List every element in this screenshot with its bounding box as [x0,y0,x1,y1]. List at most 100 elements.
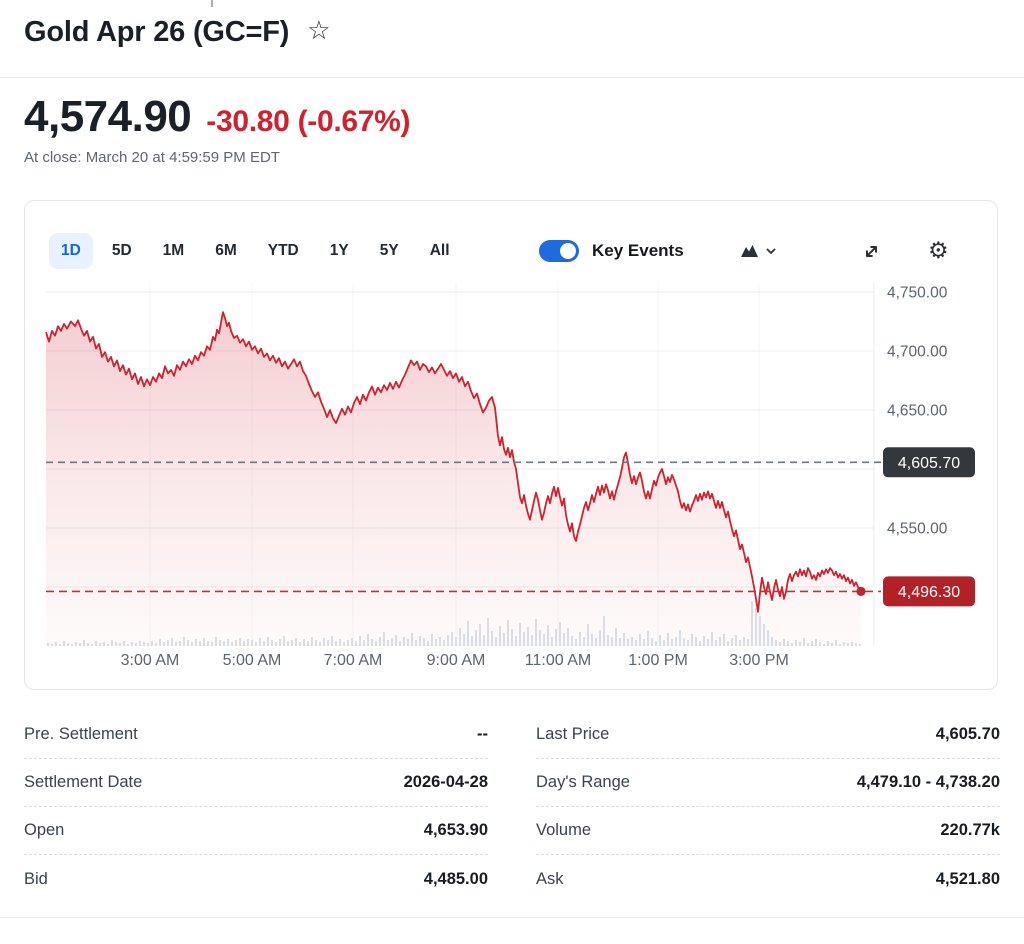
price-badge [883,576,975,607]
volume-bar [647,631,649,646]
volume-bar [247,639,249,646]
volume-bar [507,620,509,646]
x-axis-label: 3:00 AM [121,652,180,669]
range-tab-5y[interactable]: 5Y [368,233,411,269]
volume-bar [315,640,317,646]
toggle-knob [560,243,576,259]
volume-bar [363,640,365,646]
range-tab-6m[interactable]: 6M [203,233,249,269]
volume-bar [579,632,581,646]
volume-bar [831,643,833,646]
volume-bar [535,619,537,646]
volume-bar [207,641,209,646]
volume-bar [523,632,525,646]
volume-bar [547,625,549,646]
volume-bar [359,636,361,646]
chart-type-button[interactable] [741,232,776,270]
volume-bar [411,633,413,646]
volume-bar [519,623,521,646]
expand-icon [866,245,877,257]
volume-bar [483,635,485,646]
price-chart[interactable]: 4,750.00 4,700.00 4,650.00 4,550.00 4,605.70… [25,201,997,689]
volume-bar [827,641,829,646]
volume-bar [255,642,257,646]
stats-left-column: Pre. Settlement -- Settlement Date 2026-04-… [24,711,488,903]
volume-bar [687,640,689,646]
range-tab-5d[interactable]: 5D [100,233,144,269]
volume-bar [259,638,261,646]
volume-bar [287,641,289,646]
volume-bar [427,641,429,646]
volume-bar [95,641,97,646]
volume-bar [335,641,337,646]
stat-label: Pre. Settlement [24,725,138,743]
volume-bar [799,642,801,646]
volume-bar [91,644,93,646]
volume-bar [835,640,837,646]
stats-right-column: Last Price 4,605.70 Day's Range 4,479.10 - … [536,711,1000,903]
volume-bar [503,633,505,646]
volume-bar [671,639,673,646]
volume-bar [263,641,265,646]
volume-bar [431,634,433,646]
volume-bar [203,638,205,646]
volume-bar [711,632,713,646]
range-tab-1d[interactable]: 1D [49,233,93,269]
volume-bar [691,634,693,646]
volume-bar [719,637,721,646]
volume-bar [223,641,225,646]
stat-value: 4,605.70 [935,725,1000,743]
volume-bar [275,642,277,646]
key-events-toggle[interactable] [539,240,579,262]
range-tab-all[interactable]: All [418,233,462,269]
volume-bar [531,635,533,646]
settings-button[interactable]: ⚙ [928,232,949,270]
volume-bar [75,642,77,646]
volume-bar [563,633,565,646]
x-axis-label: 1:00 PM [628,652,688,669]
volume-bar [659,635,661,646]
star-icon[interactable]: ☆ [307,16,331,46]
quote-stats: Pre. Settlement -- Settlement Date 2026-04-… [24,711,1000,903]
range-tab-1m[interactable]: 1M [151,233,197,269]
range-tab-1y[interactable]: 1Y [318,233,361,269]
volume-bar [439,637,441,646]
volume-bar [179,641,181,646]
volume-bar [279,639,281,646]
volume-bar [543,634,545,646]
volume-bar [463,634,465,646]
volume-bar [639,634,641,646]
price-area-fill [46,312,861,646]
volume-bar [251,640,253,646]
volume-bar [375,641,377,646]
volume-bar [55,642,57,646]
volume-bar [215,637,217,646]
volume-bar [127,644,129,646]
volume-bar [367,634,369,646]
volume-bar [471,636,473,646]
volume-bar [103,642,105,646]
volume-bar [683,638,685,646]
volume-bar [67,643,69,646]
stat-row: Day's Range 4,479.10 - 4,738.20 [536,759,1000,807]
volume-bar [191,642,193,646]
volume-bar [811,641,813,646]
volume-bar [675,637,677,646]
volume-bar [51,644,53,646]
volume-bar [199,641,201,646]
volume-bar [243,641,245,646]
volume-bar [651,638,653,646]
volume-bar [607,635,609,646]
volume-bar [707,639,709,646]
stat-label: Settlement Date [24,773,143,791]
price-change: -30.80 (-0.67%) [206,105,411,138]
fullscreen-button[interactable] [863,232,880,270]
volume-bar [595,638,597,646]
volume-bar [327,640,329,646]
volume-bar [407,639,409,646]
volume-bar [447,635,449,646]
range-tab-ytd[interactable]: YTD [256,233,311,269]
volume-bar [591,634,593,646]
volume-bar [735,635,737,646]
